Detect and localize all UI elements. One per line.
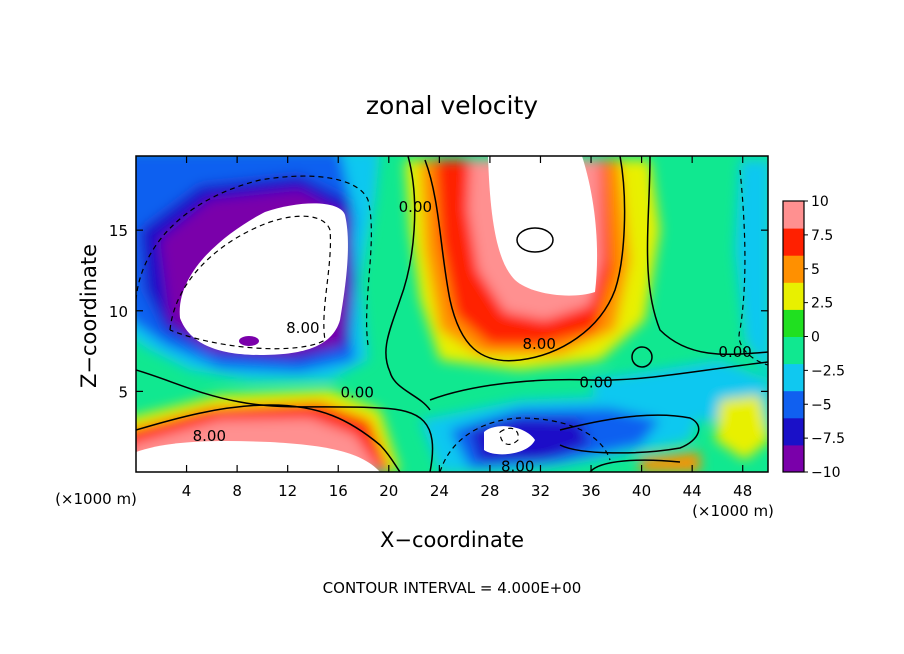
y-tick-label: 15 bbox=[109, 222, 128, 240]
y-unit-label: (×1000 m) bbox=[55, 490, 137, 508]
x-tick-label: 16 bbox=[329, 482, 348, 500]
x-tick-label: 12 bbox=[278, 482, 297, 500]
saturated-lower-left bbox=[136, 441, 380, 472]
colorbar-label: −7.5 bbox=[811, 431, 845, 447]
colorbar-label: −10 bbox=[811, 465, 841, 481]
colorbar-label: 7.5 bbox=[811, 228, 833, 244]
x-axis-ticks: 4 8 12 16 20 24 28 32 36 40 44 48 bbox=[182, 156, 752, 500]
contour-labels: 0.00 8.00 8.00 0.00 8.00 0.00 0.00 8.00 bbox=[193, 198, 752, 476]
x-tick-label: 48 bbox=[733, 482, 752, 500]
x-tick-label: 44 bbox=[683, 482, 702, 500]
purple-spot bbox=[239, 336, 259, 346]
x-tick-label: 8 bbox=[232, 482, 242, 500]
x-unit-label: (×1000 m) bbox=[692, 502, 774, 520]
colorbar-swatch bbox=[783, 201, 804, 229]
colorbar-labels: 10 7.5 5 2.5 0 −2.5 −5 −7.5 −10 bbox=[804, 194, 845, 481]
contour-label: 8.00 bbox=[193, 427, 226, 445]
y-tick-label: 5 bbox=[118, 383, 128, 401]
colorbar bbox=[783, 201, 804, 473]
dashed-contours bbox=[136, 169, 768, 472]
x-tick-label: 40 bbox=[632, 482, 651, 500]
saturated-plume-top bbox=[488, 156, 598, 296]
colorbar-swatch bbox=[783, 390, 804, 419]
contour-label: 8.00 bbox=[501, 458, 534, 476]
region-cyan-right bbox=[735, 160, 768, 377]
colorbar-label: 0 bbox=[811, 330, 820, 346]
colorbar-swatch bbox=[783, 228, 804, 256]
colorbar-swatch bbox=[783, 255, 804, 283]
y-tick-label: 10 bbox=[109, 303, 128, 321]
contour-label: 0.00 bbox=[579, 374, 612, 392]
contour-label: 8.00 bbox=[286, 319, 319, 337]
x-tick-label: 36 bbox=[581, 482, 600, 500]
y-axis-ticks: 5 10 15 bbox=[109, 222, 768, 401]
colorbar-label: −5 bbox=[811, 397, 832, 413]
colorbar-label: 2.5 bbox=[811, 296, 833, 312]
colorbar-swatch bbox=[783, 417, 804, 446]
x-axis-label: X−coordinate bbox=[380, 528, 524, 552]
x-tick-label: 32 bbox=[531, 482, 550, 500]
colorbar-swatch bbox=[783, 444, 804, 473]
plot-frame bbox=[135, 155, 769, 473]
chart-title: zonal velocity bbox=[366, 91, 538, 120]
colorbar-swatch bbox=[783, 363, 804, 392]
colorbar-swatch bbox=[783, 336, 804, 365]
x-tick-label: 24 bbox=[430, 482, 449, 500]
colorbar-label: 10 bbox=[811, 194, 829, 210]
x-tick-label: 20 bbox=[379, 482, 398, 500]
colorbar-label: −2.5 bbox=[811, 363, 845, 379]
y-axis-label: Z−coordinate bbox=[77, 244, 101, 388]
x-tick-label: 4 bbox=[182, 482, 192, 500]
contour-interval-note: CONTOUR INTERVAL = 4.000E+00 bbox=[323, 579, 582, 597]
region-lower-right-orange bbox=[640, 452, 700, 472]
colorbar-swatch bbox=[783, 309, 804, 337]
contour-label: 0.00 bbox=[340, 383, 373, 401]
contours bbox=[136, 156, 768, 472]
x-tick-label: 28 bbox=[480, 482, 499, 500]
colorbar-swatch bbox=[783, 282, 804, 310]
region-lower-right-yellow bbox=[715, 395, 768, 460]
heatmap-field: 0.00 8.00 8.00 0.00 8.00 0.00 0.00 8.00 bbox=[136, 156, 768, 476]
contour-label: 0.00 bbox=[718, 343, 751, 361]
contour-label: 0.00 bbox=[399, 198, 432, 216]
saturated-lower-center bbox=[484, 426, 535, 455]
colorbar-label: 5 bbox=[811, 262, 820, 278]
contour-label: 8.00 bbox=[523, 335, 556, 353]
saturated-upper-left bbox=[179, 203, 348, 355]
